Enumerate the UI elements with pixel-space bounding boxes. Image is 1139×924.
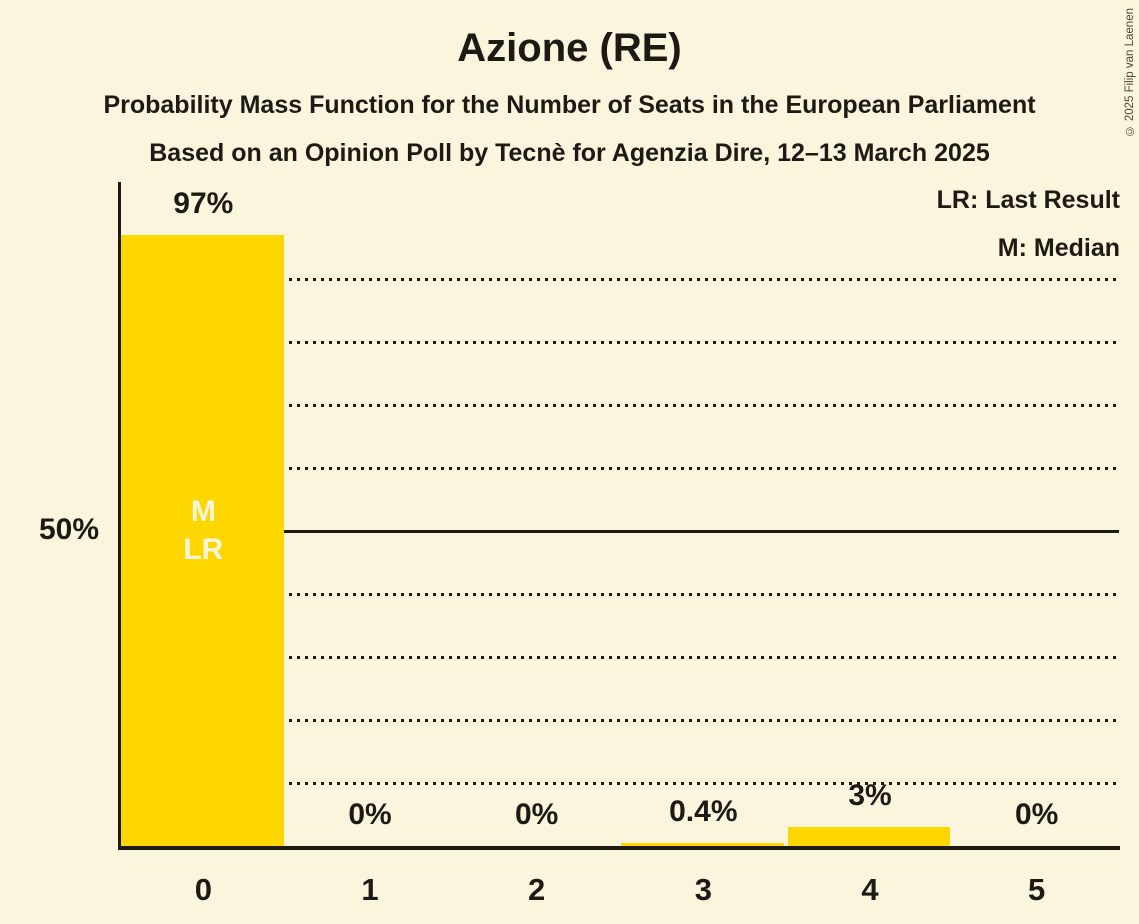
value-label-seat-3: 0.4%	[669, 795, 738, 828]
value-label-seat-4: 3%	[848, 779, 892, 813]
legend-last-result: LR: Last Result	[936, 186, 1120, 214]
value-label-seat-5: 0%	[1014, 798, 1059, 831]
chart-subtitle: Probability Mass Function for the Number…	[103, 91, 1036, 119]
bar-seat-3	[621, 843, 784, 846]
x-tick-label-4: 4	[861, 872, 879, 907]
chart-source-line: Based on an Opinion Poll by Tecnè for Ag…	[149, 139, 990, 167]
legend: LR: Last Result M: Median	[937, 176, 1120, 272]
x-tick-label-2: 2	[528, 872, 546, 907]
x-tick-label-1: 1	[361, 872, 379, 907]
x-axis	[118, 846, 1120, 850]
gridline-70	[121, 403, 1119, 407]
bar-seat-0	[121, 234, 284, 846]
bar-seat-4	[787, 827, 951, 846]
gridline-40	[121, 592, 1119, 596]
gridline-10	[121, 781, 1119, 785]
value-label-seat-0: 97%	[173, 186, 234, 220]
legend-median: M: Median	[997, 234, 1120, 262]
gridline-20	[121, 718, 1119, 722]
page-title: Azione (RE)	[457, 26, 682, 70]
median-last-result-marker: M LR	[120, 493, 286, 569]
y-axis	[118, 182, 121, 850]
gridline-80	[121, 340, 1119, 344]
value-label-seat-2: 0%	[514, 798, 559, 831]
gridline-90	[121, 277, 1119, 281]
x-tick-label-5: 5	[1028, 872, 1046, 907]
y-axis-tick-label: 50%	[38, 513, 99, 546]
gridline-30	[121, 655, 1119, 659]
gridline-60	[121, 466, 1119, 470]
x-tick-label-0: 0	[194, 872, 212, 907]
last-result-label: LR	[183, 533, 224, 566]
median-label: M	[190, 495, 216, 528]
value-label-seat-1: 0%	[348, 798, 392, 831]
x-tick-label-3: 3	[694, 872, 712, 907]
gridline-solid-50	[121, 529, 1119, 533]
